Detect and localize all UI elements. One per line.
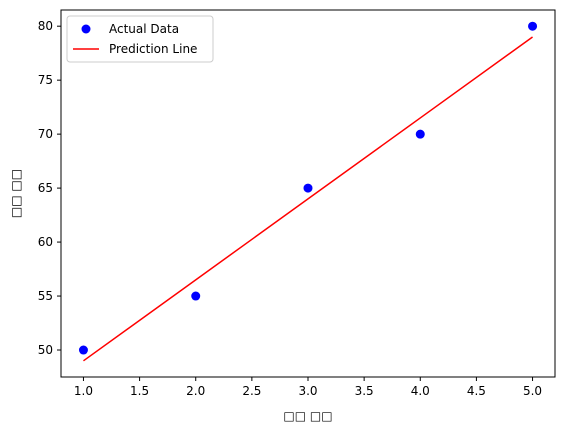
- legend-label: Actual Data: [109, 22, 179, 36]
- legend-marker-actual: [81, 24, 91, 34]
- x-tick-label: 4.5: [467, 384, 486, 398]
- x-tick-label: 2.0: [186, 384, 205, 398]
- data-point: [303, 183, 313, 193]
- x-tick-label: 1.5: [130, 384, 149, 398]
- data-point: [415, 129, 425, 139]
- x-tick-label: 4.0: [411, 384, 430, 398]
- y-tick-label: 55: [38, 289, 53, 303]
- y-tick-label: 50: [38, 343, 53, 357]
- x-axis-ticks: 1.0 1.5 2.0 2.5 3.0 3.5 4.0 4.5 5.0: [74, 377, 542, 398]
- x-axis-label: □□ □□: [283, 409, 332, 423]
- plot-frame: [60, 9, 556, 378]
- data-point: [191, 291, 201, 301]
- y-tick-label: 80: [38, 19, 53, 33]
- data-point: [528, 21, 538, 31]
- x-tick-label: 2.5: [242, 384, 261, 398]
- x-tick-label: 3.5: [355, 384, 374, 398]
- prediction-line: [83, 36, 533, 362]
- x-tick-label: 5.0: [523, 384, 542, 398]
- y-axis-ticks: 50 55 60 65 70 75 80: [38, 19, 61, 357]
- legend: Actual Data Prediction Line: [66, 15, 214, 63]
- y-tick-label: 60: [38, 235, 53, 249]
- y-tick-label: 75: [38, 73, 53, 87]
- y-tick-label: 65: [38, 181, 53, 195]
- legend-label: Prediction Line: [109, 42, 197, 56]
- x-tick-label: 3.0: [298, 384, 317, 398]
- x-tick-label: 1.0: [74, 384, 93, 398]
- series-layer: [78, 21, 538, 362]
- legend-box: [66, 15, 214, 63]
- data-point: [78, 345, 88, 355]
- y-axis-label: □□ □□: [9, 169, 23, 218]
- y-tick-label: 70: [38, 127, 53, 141]
